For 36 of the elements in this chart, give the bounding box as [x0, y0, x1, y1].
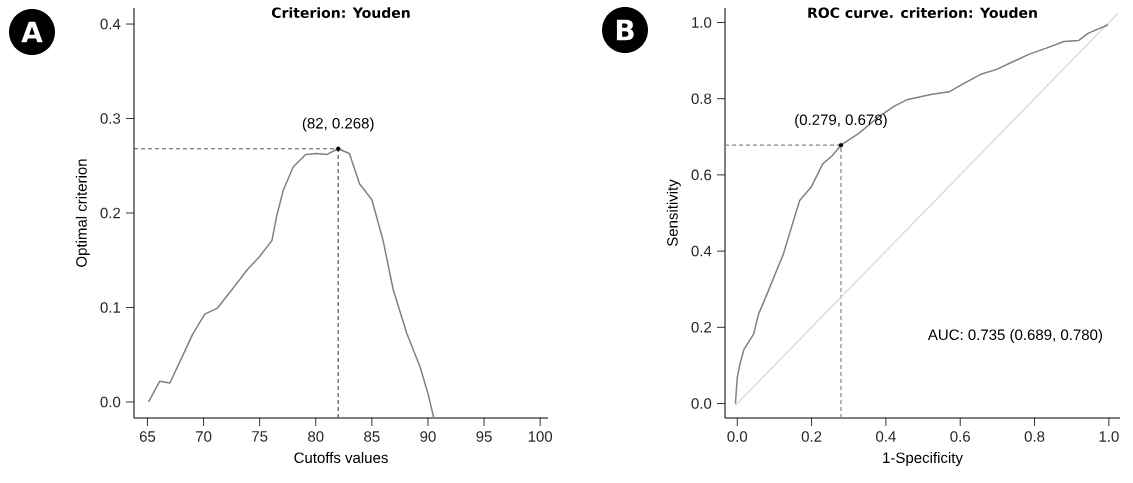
y-axis-title: Optimal criterion — [75, 159, 90, 267]
text: B — [616, 19, 634, 41]
text: A — [21, 21, 43, 43]
x-tick-label: 1.0 — [1099, 431, 1119, 442]
annotation: (0.279, 0.678) — [795, 114, 887, 128]
x-tick-label: 65 — [139, 431, 156, 442]
x-tick-label: 85 — [364, 431, 380, 442]
annotation: AUC: 0.735 (0.689, 0.780) — [927, 329, 1102, 343]
x-axis-title: 1-Specificity — [883, 452, 963, 466]
y-tick-label: 0.0 — [100, 396, 121, 408]
x-tick-label: 80 — [308, 431, 324, 442]
y-tick-label: 0.4 — [691, 245, 712, 257]
chart-title: ROC curve. criterion: Youden — [808, 7, 1037, 19]
y-tick-label: 0.2 — [100, 207, 121, 219]
chart-title: Criterion: Youden — [271, 7, 410, 19]
y-tick-label: 0.0 — [691, 398, 712, 409]
x-tick-label: 70 — [195, 431, 212, 442]
x-tick-label: 0.6 — [950, 431, 970, 442]
y-tick-label: 0.4 — [100, 18, 121, 30]
x-tick-label: 0.2 — [801, 431, 822, 442]
x-tick-label: 0.8 — [1024, 431, 1045, 442]
y-tick-label: 1.0 — [692, 17, 712, 28]
x-axis-title: Cutoffs values — [294, 452, 388, 464]
y-axis-title: Sensitivity — [666, 179, 681, 247]
x-tick-label: 75 — [252, 431, 268, 442]
y-tick-label: 0.8 — [691, 93, 712, 104]
y-tick-label: 0.1 — [100, 302, 121, 313]
y-tick-label: 0.2 — [691, 322, 712, 333]
x-tick-label: 100 — [528, 431, 553, 442]
x-tick-label: 95 — [476, 431, 492, 442]
x-tick-label: 0.4 — [876, 431, 896, 442]
y-tick-label: 0.3 — [100, 113, 121, 124]
y-tick-label: 0.6 — [691, 169, 712, 181]
x-tick-label: 0.0 — [727, 431, 748, 442]
annotation: (82, 0.268) — [302, 117, 374, 132]
x-tick-label: 90 — [420, 431, 436, 442]
